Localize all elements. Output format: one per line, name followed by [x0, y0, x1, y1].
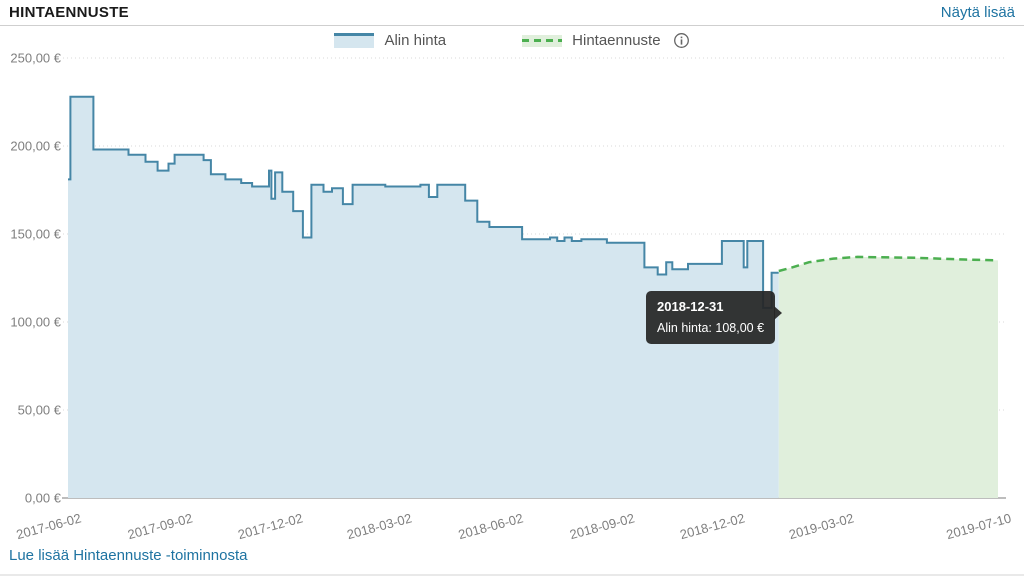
legend-label-alin-hinta: Alin hinta: [384, 32, 447, 49]
y-axis-tick-label: 50,00 €: [18, 403, 62, 418]
y-axis-tick-label: 100,00 €: [10, 315, 61, 330]
learn-more-link[interactable]: Lue lisää Hintaennuste -toiminnosta: [9, 547, 248, 564]
y-axis-tick-label: 0,00 €: [25, 491, 62, 506]
x-axis-tick-label: 2018-09-02: [568, 510, 636, 542]
legend-label-hintaennuste: Hintaennuste: [572, 32, 661, 49]
chart-tooltip: 2018-12-31 Alin hinta: 108,00 €: [646, 291, 783, 345]
show-more-link[interactable]: Näytä lisää: [940, 4, 1015, 21]
info-icon[interactable]: [673, 32, 690, 49]
legend-item-alin-hinta: Alin hinta: [334, 32, 446, 49]
series-area-alin-hinta: [68, 96, 779, 498]
legend-item-hintaennuste: Hintaennuste: [522, 32, 689, 49]
page-title: HINTAENNUSTE: [9, 4, 129, 21]
series-line-alin-hinta: [68, 95, 779, 309]
y-axis-tick-label: 250,00 €: [10, 51, 61, 66]
x-axis-tick-label: 2018-12-02: [678, 510, 746, 542]
y-axis-tick-label: 200,00 €: [10, 139, 61, 154]
series-area-hintaennuste: [778, 256, 998, 498]
series-line-hintaennuste: [778, 255, 999, 273]
x-axis-tick-label: 2017-06-02: [15, 510, 83, 542]
hintaennuste-swatch: [522, 34, 563, 47]
y-axis-tick-label: 150,00 €: [10, 227, 61, 242]
widget-footer: Lue lisää Hintaennuste -toiminnosta: [0, 541, 1024, 576]
x-axis-tick-label: 2018-03-02: [345, 510, 413, 542]
x-axis-tick-label: 2017-12-02: [236, 510, 304, 542]
chart-legend: Alin hinta Hintaennuste: [0, 32, 1024, 49]
x-axis-tick-label: 2017-09-02: [126, 510, 194, 542]
alin-hinta-swatch: [334, 33, 375, 48]
x-axis-tick-label: 2019-03-02: [787, 510, 855, 542]
dashed-line-sample: [522, 38, 563, 42]
x-axis-tick-label: 2018-06-02: [457, 510, 525, 542]
tooltip-value: Alin hinta: 108,00 €: [657, 320, 765, 335]
tooltip-date: 2018-12-31: [657, 299, 724, 314]
widget-header: HINTAENNUSTE Näytä lisää: [0, 0, 1024, 26]
x-axis-tick-label: 2019-07-10: [945, 510, 1013, 542]
